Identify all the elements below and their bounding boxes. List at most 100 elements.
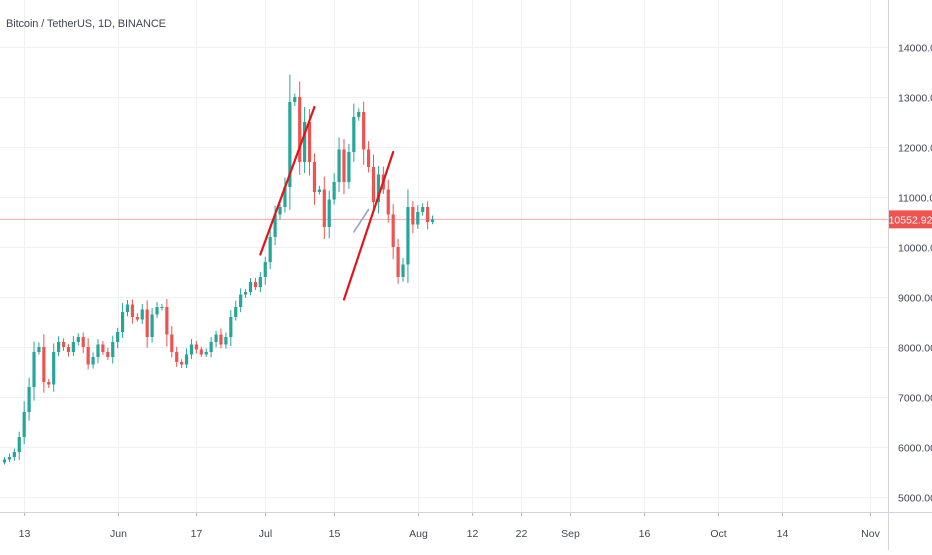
chart-title: Bitcoin / TetherUS, 1D, BINANCE <box>6 18 166 30</box>
y-tick-label: 5000.00 <box>898 493 932 505</box>
candle-body <box>145 309 149 337</box>
candle-body <box>96 344 100 357</box>
candle-body <box>416 212 420 225</box>
candle-body <box>130 304 135 317</box>
x-tick-label: 15 <box>329 528 341 540</box>
y-tick-label: 13000.00 <box>898 93 932 105</box>
candle-body <box>376 174 381 202</box>
candle-body <box>204 352 208 355</box>
candle-body <box>47 382 51 385</box>
candle-body <box>303 122 307 162</box>
candle-body <box>135 317 139 320</box>
x-tick-label: Jun <box>110 528 127 540</box>
x-tick-label: Aug <box>409 528 428 540</box>
candle-body <box>342 149 346 182</box>
candle-body <box>86 347 90 365</box>
candle-body <box>430 219 435 222</box>
last-price-label: 10552.92 <box>889 214 932 226</box>
candle-body <box>42 347 46 382</box>
x-tick-label: 13 <box>19 528 31 540</box>
y-tick-label: 7000.00 <box>898 393 932 405</box>
candles <box>2 74 435 465</box>
candle-body <box>268 237 272 262</box>
grid <box>0 0 888 512</box>
candle-body <box>219 334 223 345</box>
candle-body <box>116 332 120 342</box>
candle-body <box>411 207 415 225</box>
candle-body <box>57 342 61 352</box>
candle-body <box>106 352 110 357</box>
candle-body <box>76 337 80 342</box>
candle-body <box>406 207 410 265</box>
candle-body <box>278 207 282 215</box>
candle-body <box>12 452 16 457</box>
candle-body <box>32 352 36 387</box>
candle-body <box>209 342 213 352</box>
candle-body <box>214 334 218 342</box>
candle-body <box>347 152 351 182</box>
x-tick-label: 16 <box>639 528 651 540</box>
last-price-badge <box>889 210 932 229</box>
drawing-line-short <box>353 208 370 233</box>
x-tick-label: Jul <box>259 528 272 540</box>
y-tick-label: 6000.00 <box>898 443 932 455</box>
candle-body <box>189 344 194 355</box>
candle-body <box>258 277 262 287</box>
candle-body <box>66 347 71 352</box>
candle-body <box>120 312 125 332</box>
candle-body <box>71 342 75 352</box>
candle-body <box>2 459 7 463</box>
trend-lines <box>259 105 395 301</box>
candle-body <box>170 334 174 352</box>
candle-body <box>160 307 164 308</box>
candle-body <box>298 97 302 162</box>
candle-body <box>352 117 356 152</box>
candle-body <box>288 102 292 187</box>
candle-body <box>175 352 179 362</box>
candle-body <box>396 247 400 277</box>
candle-body <box>362 112 366 150</box>
candle-body <box>165 307 169 335</box>
candle-body <box>327 199 331 227</box>
candle-body <box>155 307 159 315</box>
candle-body <box>421 207 425 212</box>
candle-body <box>426 207 430 222</box>
candle-body <box>27 387 31 412</box>
candle-body <box>371 167 376 202</box>
candle-body <box>248 282 253 292</box>
candle-body <box>140 309 144 320</box>
y-tick-label: 9000.00 <box>898 293 932 305</box>
candle-body <box>101 344 105 352</box>
candle-body <box>17 437 21 452</box>
candle-body <box>52 352 56 385</box>
candle-body <box>293 97 297 102</box>
candle-body <box>125 304 130 312</box>
candle-body <box>180 362 184 365</box>
y-tick-label: 11000.00 <box>898 193 932 205</box>
candle-body <box>234 307 238 317</box>
x-tick-label: Sep <box>561 528 580 540</box>
x-tick-label: Oct <box>710 528 726 540</box>
candle-body <box>243 292 248 295</box>
candle-body <box>263 262 267 277</box>
candle-body <box>111 342 115 357</box>
candle-body <box>91 357 95 365</box>
x-tick-label: Nov <box>861 528 880 540</box>
candle-body <box>273 214 277 237</box>
x-tick-label: 12 <box>467 528 479 540</box>
candle-body <box>150 314 154 337</box>
y-tick-label: 10000.00 <box>898 243 932 255</box>
candle-body <box>184 354 189 365</box>
drawing-trend-line <box>259 105 316 256</box>
x-tick-label: 22 <box>516 528 528 540</box>
y-tick-label: 12000.00 <box>898 143 932 155</box>
candle-body <box>322 189 326 227</box>
drawing-trend-line <box>342 150 395 301</box>
candle-body <box>7 457 12 460</box>
x-tick-label: 17 <box>191 528 203 540</box>
candle-body <box>239 294 243 307</box>
y-tick-label: 8000.00 <box>898 343 932 355</box>
